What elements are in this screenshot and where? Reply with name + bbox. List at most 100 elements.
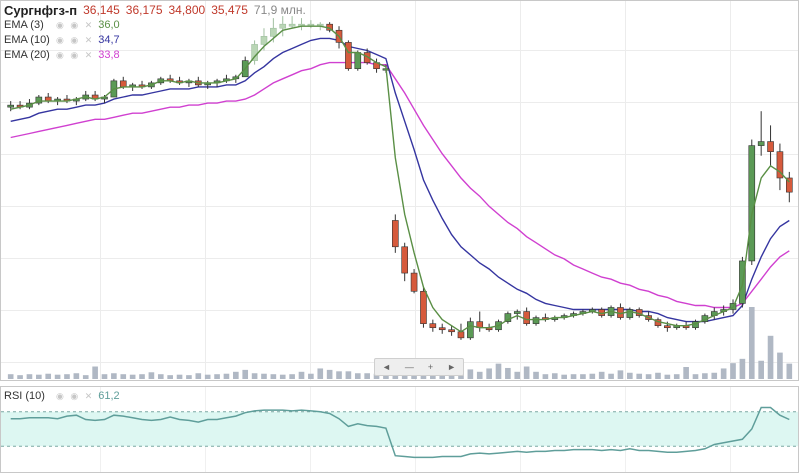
eye-icon[interactable]: ◉ ◉ ✕ [56, 390, 95, 401]
legend-header: Сургнфгз-п 36,145 36,175 34,800 35,475 7… [4, 3, 312, 18]
volume-bar [111, 373, 117, 379]
candle-body [438, 327, 446, 331]
rsi-value: 61,2 [98, 390, 120, 402]
volume-bar [92, 366, 98, 379]
candle-body [448, 329, 455, 333]
candle-body [513, 311, 521, 314]
volume-bar [308, 373, 314, 379]
volume-bar [617, 370, 624, 379]
volume-bar [730, 363, 736, 379]
candle-body [119, 80, 127, 88]
volume-bar [139, 374, 145, 379]
volume-bar [101, 374, 108, 379]
volume-bar [598, 371, 605, 379]
volume-bar [45, 373, 52, 379]
scroll-left-button[interactable]: ◄ [381, 362, 391, 372]
ema20-line [10, 61, 790, 309]
volume-bar [176, 374, 183, 379]
candle-body [279, 23, 287, 29]
volume-bar [542, 374, 549, 379]
candle-body [345, 42, 352, 70]
volume-bar [326, 369, 333, 379]
volume-bar [505, 367, 511, 379]
ema3-value: 36,0 [98, 19, 120, 31]
volume-bar [261, 373, 267, 379]
ema20-value: 33,8 [98, 49, 120, 61]
eye-icon[interactable]: ◉ ◉ ✕ [56, 20, 95, 30]
volume-bar [167, 375, 173, 379]
volume-bar [439, 373, 446, 379]
volume-bar [664, 374, 671, 379]
zoom-in-button[interactable]: + [427, 362, 434, 372]
volume-bar [26, 374, 33, 379]
candle-body [767, 141, 774, 152]
candle-body [354, 52, 362, 70]
volume-bar [54, 374, 61, 379]
volume-bar [589, 373, 596, 379]
candle-body [532, 317, 540, 324]
eye-icon[interactable]: ◉ ◉ ✕ [56, 50, 95, 60]
volume-bar [317, 368, 324, 379]
candle-body [35, 96, 43, 104]
volume-bar [758, 360, 764, 379]
rsi-panel-frame [0, 386, 799, 473]
volume-bar [458, 373, 464, 379]
volume-bar [683, 367, 689, 379]
main-panel-frame [0, 0, 799, 381]
volume-bar [129, 374, 136, 379]
chart-scroller[interactable]: ◄ — + ► [374, 358, 464, 376]
chart-legend: Сургнфгз-п 36,145 36,175 34,800 35,475 7… [4, 3, 312, 63]
open-value: 36,145 [83, 3, 120, 17]
volume-bar [711, 372, 718, 379]
volume-bar [767, 335, 774, 379]
candle-body [392, 220, 399, 248]
volume-bar [692, 374, 699, 379]
candle-body [457, 331, 465, 339]
zoom-out-button[interactable]: — [404, 362, 414, 372]
volume-bar [336, 371, 342, 379]
volume-bar [645, 374, 652, 379]
volume-bar [36, 374, 42, 379]
volume-bar [561, 374, 567, 379]
volume-bar [279, 374, 286, 379]
volume-bar [7, 374, 14, 379]
volume-bar [739, 358, 746, 379]
volume-bar [82, 375, 89, 379]
legend-ema10: EMA (10) ◉ ◉ ✕ 34,7 [4, 33, 312, 48]
candle-body [786, 177, 793, 193]
rsi-label: RSI (10) [4, 390, 45, 402]
volume-bar [580, 374, 586, 379]
volume-bar [204, 374, 211, 379]
volume-bar [720, 368, 727, 379]
candle-body [260, 36, 268, 45]
volume-bar [233, 371, 239, 379]
volume-bar [777, 352, 783, 379]
volume-bar [186, 375, 192, 379]
volume-bar [786, 363, 793, 379]
volume-value: 71,9 млн. [253, 3, 306, 17]
volume-bar [673, 374, 680, 379]
volume-bar [364, 373, 370, 379]
candle-body [748, 145, 756, 262]
volume-bar [608, 373, 614, 379]
volume-bar [120, 374, 127, 379]
volume-bar [655, 372, 661, 379]
candle-body [429, 323, 437, 329]
volume-bar [476, 371, 483, 379]
volume-bar [73, 373, 80, 379]
candle-body [467, 321, 474, 339]
candle-body [7, 104, 14, 108]
candle-body [626, 309, 634, 318]
ema10-label: EMA (10) [4, 34, 50, 46]
volume-bar [373, 373, 380, 379]
volume-bar [551, 373, 558, 379]
ema3-label: EMA (3) [4, 19, 44, 31]
volume-bar [251, 373, 258, 379]
candle-body [776, 151, 784, 179]
volume-bar [270, 374, 277, 379]
eye-icon[interactable]: ◉ ◉ ✕ [56, 35, 95, 45]
ema3-line [10, 25, 790, 333]
scroll-right-button[interactable]: ► [447, 362, 456, 372]
volume-bar [495, 363, 502, 379]
